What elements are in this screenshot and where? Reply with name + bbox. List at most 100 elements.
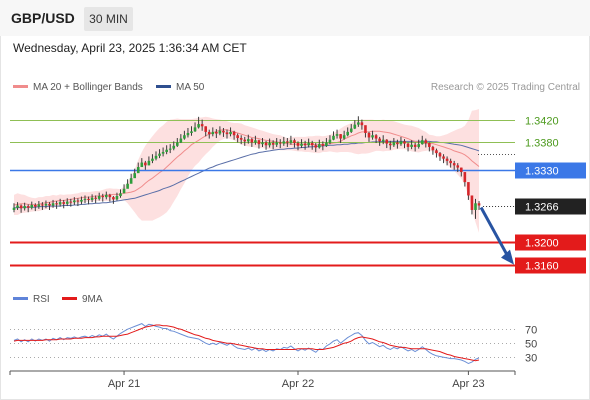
candle-up bbox=[186, 133, 190, 136]
rsi-ma-legend-label: 9MA bbox=[82, 294, 103, 305]
candle-down bbox=[460, 167, 463, 173]
rsi-lines bbox=[13, 323, 480, 365]
candle-down bbox=[467, 182, 470, 196]
candle-up bbox=[115, 196, 119, 200]
candle-down bbox=[101, 196, 105, 198]
candle-down bbox=[243, 139, 247, 142]
current-price-label: 1.3266 bbox=[525, 202, 559, 214]
candle-up bbox=[197, 124, 200, 128]
candle-down bbox=[303, 143, 307, 146]
candle-down bbox=[225, 132, 229, 135]
candle-down bbox=[236, 135, 239, 139]
candle-down bbox=[278, 142, 282, 144]
candle-up bbox=[410, 144, 413, 147]
candle-down bbox=[321, 144, 325, 146]
resistance-label: 1.3420 bbox=[525, 116, 559, 128]
candle-down bbox=[403, 141, 406, 144]
candle-up bbox=[151, 158, 154, 161]
support-label: 1.3160 bbox=[525, 261, 559, 273]
candle-down bbox=[360, 122, 364, 126]
candle-down bbox=[222, 130, 225, 133]
bollinger-band bbox=[14, 109, 479, 233]
candle-up bbox=[179, 138, 183, 143]
x-axis-label: Apr 22 bbox=[282, 378, 314, 390]
candle-down bbox=[232, 131, 236, 136]
candle-down bbox=[55, 203, 58, 205]
candle-up bbox=[154, 155, 158, 159]
candle-up bbox=[190, 131, 193, 134]
timeframe-button[interactable]: 30 MIN bbox=[84, 7, 133, 31]
candle-up bbox=[353, 124, 357, 129]
candle-up bbox=[349, 128, 353, 132]
candle-up bbox=[346, 131, 349, 136]
candle-down bbox=[26, 206, 30, 208]
candle-down bbox=[200, 124, 204, 127]
candle-up bbox=[83, 198, 87, 200]
candle-up bbox=[474, 203, 477, 210]
candle-down bbox=[62, 202, 65, 204]
candle-down bbox=[271, 143, 275, 145]
candle-up bbox=[51, 203, 55, 206]
candle-up bbox=[23, 206, 26, 209]
candle-down bbox=[445, 158, 449, 161]
candle-down bbox=[112, 197, 115, 200]
candle-up bbox=[392, 142, 396, 146]
x-axis-label: Apr 21 bbox=[108, 378, 140, 390]
candle-down bbox=[428, 143, 431, 147]
candle-up bbox=[318, 144, 321, 148]
rsi-ma-line bbox=[13, 324, 480, 362]
ma20-legend-label: MA 20 + Bollinger Bands bbox=[33, 82, 143, 93]
candle-up bbox=[161, 151, 165, 154]
support-label-box bbox=[515, 257, 586, 274]
ma20-legend-swatch bbox=[13, 85, 28, 88]
price-level-labels: 1.3420 1.3380 1.3330 1.3266 1.3200 1.3160 bbox=[515, 116, 586, 274]
rsi-legend-swatch bbox=[13, 297, 28, 300]
candle-up bbox=[229, 131, 232, 135]
candle-up bbox=[417, 144, 420, 147]
candle-down bbox=[367, 133, 371, 138]
pivot-label-box bbox=[515, 162, 586, 179]
candle-up bbox=[73, 200, 76, 203]
x-axis: Apr 21 Apr 22 Apr 23 bbox=[9, 371, 516, 390]
candle-down bbox=[144, 162, 147, 166]
candle-up bbox=[335, 134, 339, 136]
symbol-title: GBP/USD bbox=[11, 10, 75, 26]
candle-up bbox=[420, 140, 424, 145]
candle-down bbox=[76, 200, 80, 202]
pivot-label: 1.3330 bbox=[525, 166, 559, 178]
candle-up bbox=[211, 131, 215, 135]
rsi-tick-label: 50 bbox=[525, 339, 537, 351]
current-price-box bbox=[515, 198, 586, 215]
candle-down bbox=[435, 150, 438, 154]
candle-up bbox=[126, 183, 129, 189]
candle-down bbox=[293, 140, 296, 144]
candle-down bbox=[431, 146, 435, 151]
candle-up bbox=[119, 193, 122, 197]
candle-up bbox=[268, 143, 271, 146]
candle-up bbox=[16, 205, 19, 208]
ma20-line bbox=[13, 129, 480, 206]
candle-down bbox=[452, 163, 456, 166]
candle-down bbox=[424, 140, 428, 144]
candle-up bbox=[12, 207, 16, 210]
candle-down bbox=[374, 135, 378, 139]
candle-up bbox=[307, 143, 310, 146]
candle-down bbox=[470, 195, 474, 210]
candle-up bbox=[168, 148, 172, 150]
candle-down bbox=[94, 197, 97, 199]
source-credit: Research © 2025 Trading Central bbox=[431, 82, 580, 93]
candle-up bbox=[300, 143, 303, 146]
candle-down bbox=[339, 134, 342, 139]
candle-up bbox=[247, 139, 250, 142]
candle-up bbox=[381, 139, 385, 142]
candle-down bbox=[48, 203, 51, 206]
candlesticks bbox=[12, 116, 481, 219]
candle-up bbox=[328, 139, 332, 143]
candle-up bbox=[357, 122, 360, 125]
rsi-tick-label: 30 bbox=[525, 353, 537, 365]
candle-up bbox=[30, 204, 34, 208]
candle-down bbox=[477, 203, 481, 206]
candle-up bbox=[342, 135, 346, 139]
candle-up bbox=[37, 204, 41, 207]
